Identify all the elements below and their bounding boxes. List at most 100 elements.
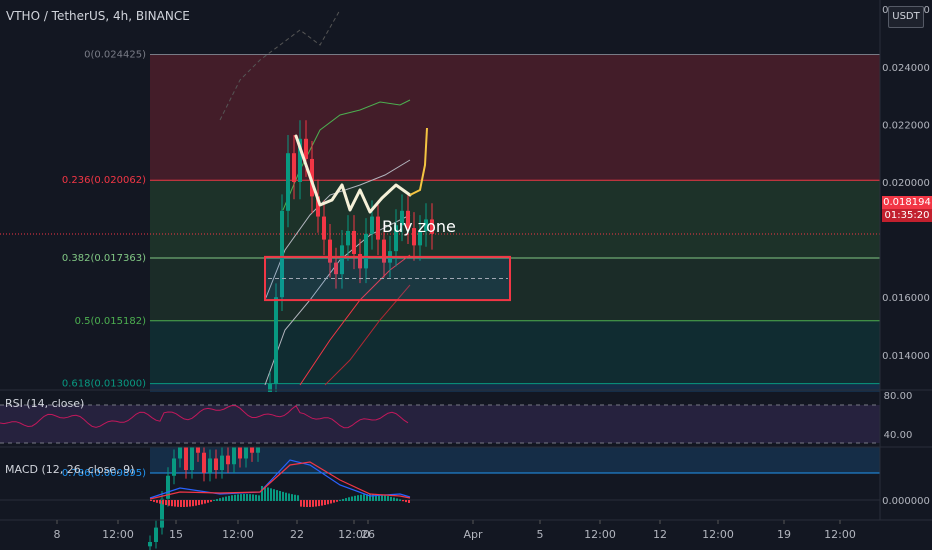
macd-histogram-bar <box>276 490 278 501</box>
fib-zone-0.5 <box>150 320 880 384</box>
macd-histogram-bar <box>159 500 161 504</box>
macd-histogram-bar <box>153 500 155 502</box>
macd-histogram-bar <box>234 494 236 501</box>
candle-body <box>214 458 218 470</box>
fib-label-0.5: 0.5(0.015182) <box>75 316 147 327</box>
x-tick-label: 12:00 <box>824 528 856 541</box>
macd-histogram-bar <box>198 500 200 506</box>
macd-histogram-bar <box>249 494 251 501</box>
macd-histogram-bar <box>285 492 287 501</box>
macd-histogram-bar <box>180 500 182 507</box>
macd-histogram-bar <box>351 496 353 501</box>
macd-histogram-bar <box>378 494 380 501</box>
y-tick-label: 0.016000 <box>882 293 930 304</box>
fib-label-0.618: 0.618(0.013000) <box>62 379 146 390</box>
x-tick-label: 12:00 <box>222 528 254 541</box>
macd-histogram-bar <box>399 499 401 501</box>
macd-histogram-bar <box>384 495 386 501</box>
fib-label-0.382: 0.382(0.017363) <box>62 253 146 264</box>
macd-histogram-bar <box>333 500 335 503</box>
macd-histogram-bar <box>315 500 317 507</box>
fib-zone-0.236 <box>150 180 880 258</box>
candle-body <box>424 219 428 231</box>
candle-body <box>178 441 182 459</box>
x-tick-label: 12:00 <box>338 528 370 541</box>
macd-histogram-bar <box>210 500 212 502</box>
candle-body <box>328 239 332 263</box>
macd-histogram-bar <box>225 496 227 501</box>
candle-body <box>154 527 158 542</box>
macd-histogram-bar <box>270 488 272 501</box>
macd-histogram-bar <box>246 494 248 501</box>
candle-body <box>160 498 164 528</box>
macd-histogram-bar <box>339 499 341 501</box>
candle-body <box>358 254 362 269</box>
macd-histogram-bar <box>327 500 329 505</box>
macd-histogram-bar <box>408 500 410 503</box>
candle-body <box>202 452 206 473</box>
macd-histogram-bar <box>291 494 293 501</box>
candle-body <box>334 262 338 275</box>
candle-body <box>148 542 152 547</box>
x-tick-label: 19 <box>777 528 791 541</box>
macd-histogram-bar <box>309 500 311 507</box>
macd-histogram-bar <box>189 500 191 507</box>
x-tick-label: 22 <box>290 528 304 541</box>
macd-level-label: 0.000000 <box>882 496 930 507</box>
x-tick-label: 26 <box>361 528 375 541</box>
macd-histogram-bar <box>192 500 194 507</box>
macd-histogram-bar <box>255 494 257 501</box>
x-tick-label: 12 <box>653 528 667 541</box>
x-tick-label: Apr <box>463 528 483 541</box>
candle-body <box>418 230 422 246</box>
macd-histogram-bar <box>264 486 266 501</box>
macd-histogram-bar <box>252 494 254 501</box>
fib-label-0.236: 0.236(0.020062) <box>62 175 146 186</box>
macd-histogram-bar <box>216 499 218 501</box>
candle-body <box>184 441 188 470</box>
current-price-tag: 0.018194 <box>882 196 932 209</box>
macd-pane <box>0 459 932 521</box>
macd-histogram-bar <box>318 500 320 507</box>
macd-histogram-bar <box>360 494 362 501</box>
signal-line <box>149 461 411 500</box>
symbol-title: VTHO / TetherUS, 4h, BINANCE <box>6 9 190 23</box>
candle-body <box>400 210 404 226</box>
y-tick-label: 0.014000 <box>882 351 930 362</box>
candle-body <box>340 245 344 275</box>
macd-histogram-bar <box>204 500 206 504</box>
rsi-line <box>0 404 409 429</box>
macd-histogram-bar <box>300 500 302 507</box>
macd-histogram-bar <box>150 500 152 501</box>
candle-body <box>172 458 176 476</box>
candle-body <box>316 196 320 217</box>
macd-histogram-bar <box>405 500 407 503</box>
macd-label[interactable]: MACD (12, 26, close, 9) <box>5 463 135 476</box>
candle-body <box>292 153 296 182</box>
band-curve-1 <box>282 99 411 211</box>
macd-histogram-bar <box>342 498 344 501</box>
macd-histogram-bar <box>381 494 383 501</box>
rsi-label[interactable]: RSI (14, close) <box>5 397 85 410</box>
bar-countdown: 01:35:20 <box>882 209 932 222</box>
macd-histogram-bar <box>366 494 368 501</box>
macd-histogram-bar <box>402 500 404 502</box>
currency-badge[interactable]: USDT <box>888 6 924 28</box>
macd-histogram-bar <box>390 496 392 501</box>
macd-histogram-bar <box>186 500 188 507</box>
macd-histogram-bar <box>321 500 323 506</box>
buy-zone-label: Buy zone <box>382 217 456 236</box>
macd-histogram-bar <box>288 493 290 501</box>
macd-histogram-bar <box>162 500 164 505</box>
w-pattern-drawing <box>294 134 412 214</box>
candle-body <box>226 455 230 465</box>
macd-histogram-bar <box>219 498 221 501</box>
x-tick-label: 12:00 <box>584 528 616 541</box>
macd-histogram-bar <box>201 500 203 505</box>
rsi-level-label: 40.00 <box>884 430 913 441</box>
candle-body <box>322 216 326 240</box>
macd-histogram-bar <box>357 495 359 501</box>
drawings[interactable] <box>264 127 511 302</box>
macd-histogram-bar <box>393 497 395 501</box>
